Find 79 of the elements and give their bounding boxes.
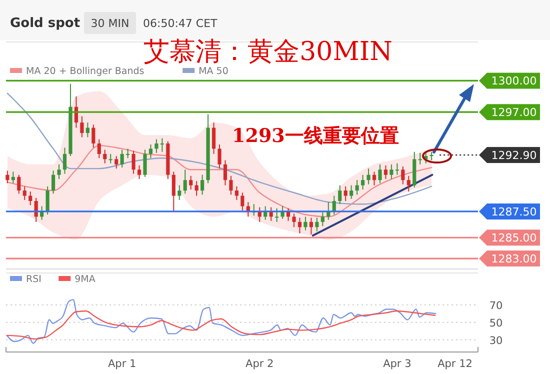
candlestick — [97, 138, 101, 159]
candlestick — [200, 174, 204, 196]
ref-line-label: 1283.00 — [491, 252, 537, 266]
candlestick — [183, 169, 187, 194]
candlestick — [360, 174, 365, 190]
candlestick — [218, 144, 222, 170]
candlestick — [114, 156, 118, 170]
candlestick — [418, 152, 422, 165]
ref-line-label: 1287.50 — [491, 205, 537, 218]
candlestick — [126, 148, 130, 159]
candlestick — [298, 217, 302, 234]
candlestick — [304, 216, 308, 231]
candlestick — [234, 186, 238, 200]
ref-line-label: 1292.90 — [491, 148, 537, 162]
candlestick — [22, 186, 26, 200]
x-tick-label: Apr 3 — [383, 358, 412, 370]
ref-line-label: 1285.00 — [491, 232, 537, 245]
candlestick — [240, 192, 244, 211]
y-tick-label: 30 — [489, 334, 503, 347]
candlestick — [189, 175, 193, 190]
candlestick — [28, 191, 32, 206]
legend-label: 9MA — [74, 274, 96, 285]
text: 06:50:47 CET — [143, 17, 218, 30]
candlestick — [309, 217, 314, 235]
candlestick — [350, 184, 354, 200]
candlestick — [212, 122, 216, 154]
candlestick — [275, 208, 279, 222]
candlestick — [148, 144, 153, 159]
candlestick — [395, 162, 399, 176]
candlestick — [384, 164, 388, 180]
legend-label: MA 20 + Bollinger Bands — [26, 66, 144, 77]
candlestick — [229, 175, 233, 196]
candlestick — [378, 164, 382, 184]
candlestick — [62, 147, 67, 174]
candlestick — [120, 149, 124, 168]
candlestick — [154, 138, 158, 154]
candlestick — [292, 213, 296, 228]
candlestick — [390, 164, 394, 180]
legend-label: RSI — [26, 274, 42, 285]
candlestick — [108, 153, 112, 164]
candlestick — [372, 171, 376, 186]
candlestick — [172, 171, 176, 212]
chart-title: Gold spot — [10, 16, 80, 31]
candlestick — [6, 170, 10, 184]
candlestick — [338, 184, 342, 205]
y-tick-label: 50 — [489, 317, 503, 330]
candlestick — [137, 164, 142, 180]
candlestick — [17, 174, 21, 194]
candlestick — [92, 124, 96, 148]
candlestick — [132, 150, 136, 174]
candlestick — [406, 175, 410, 192]
candlestick — [355, 180, 359, 196]
candlestick — [57, 164, 61, 180]
annotation: 1293一线重要位置 — [232, 125, 399, 147]
candlestick — [80, 116, 84, 138]
candlestick — [366, 168, 370, 185]
candlestick — [194, 180, 198, 196]
candlestick — [223, 160, 228, 186]
candlestick — [11, 171, 15, 184]
text: 30 MIN — [90, 17, 130, 30]
candlestick — [320, 212, 324, 227]
ref-line-label: 1300.00 — [491, 74, 537, 88]
text: Apr 12 — [438, 358, 472, 370]
ref-line-label: 1297.00 — [491, 106, 537, 120]
candlestick — [46, 186, 50, 216]
candlestick — [86, 122, 90, 138]
x-tick-label: Apr 1 — [108, 358, 136, 370]
legend-label: MA 50 — [198, 66, 228, 77]
candlestick — [315, 217, 319, 232]
x-tick-label: Apr 2 — [246, 358, 274, 370]
candlestick — [178, 184, 182, 200]
candlestick — [51, 170, 56, 194]
candlestick — [344, 186, 348, 202]
candlestick — [160, 138, 164, 152]
chart-subtitle: 艾慕清：黄金30MIN — [144, 37, 392, 67]
y-tick-label: 70 — [489, 300, 503, 312]
candlestick — [103, 149, 107, 164]
candlestick — [143, 149, 147, 178]
candlestick — [401, 166, 405, 185]
